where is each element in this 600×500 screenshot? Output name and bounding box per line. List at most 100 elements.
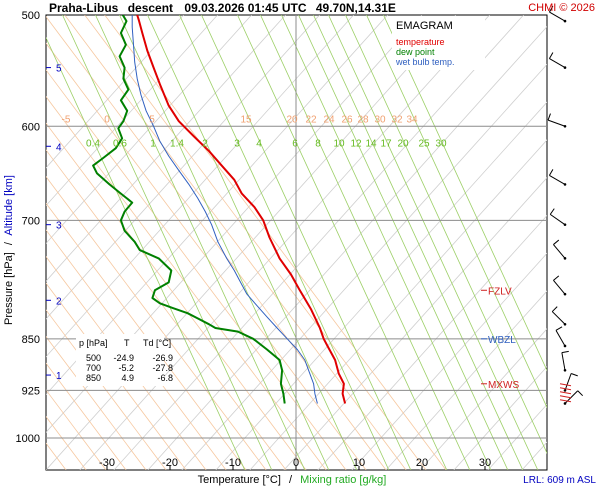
mixing-ratio-label: 2 xyxy=(202,138,208,149)
moist-adiabat xyxy=(46,96,327,470)
moist-adiabat xyxy=(46,282,187,470)
table-header-t: T xyxy=(124,338,130,348)
adiabat-label: 5 xyxy=(149,114,155,125)
adiabat-label: -5 xyxy=(62,114,71,125)
dry-adiabat xyxy=(453,366,547,470)
mixing-ratio-line xyxy=(95,15,306,470)
table-header-td: Td [°C] xyxy=(143,338,171,348)
series-wet-bulb-temp xyxy=(131,15,318,404)
adiabat-label: 15 xyxy=(240,114,252,125)
wind-barb xyxy=(548,5,567,23)
dry-adiabat xyxy=(46,15,388,396)
mixing-ratio-line xyxy=(383,15,547,372)
adiabat-label: 26 xyxy=(341,114,353,125)
legend-temperature: temperature xyxy=(396,37,445,47)
adiabat-label: 20 xyxy=(286,114,298,125)
adiabat-label: 22 xyxy=(305,114,317,125)
moist-adiabat xyxy=(46,42,367,470)
mixing-ratio-label: 8 xyxy=(315,138,321,149)
lrl-label: LRL: 609 m ASL xyxy=(523,475,596,486)
moist-adiabat xyxy=(46,16,387,470)
dry-adiabat xyxy=(46,15,422,433)
moist-adiabat xyxy=(46,309,167,470)
mixing-ratio-line xyxy=(298,15,509,470)
moist-adiabat xyxy=(46,362,127,470)
mixing-ratio-line xyxy=(345,15,547,455)
dry-adiabat xyxy=(181,63,547,470)
moist-adiabat xyxy=(46,229,227,470)
level-marker-fzlv: FZLV xyxy=(488,286,512,297)
dry-adiabat xyxy=(46,15,456,470)
svg-text:Praha-Libus descent 09: Praha-Libus descent 09.03.2026 01:45 UTC… xyxy=(49,1,396,15)
data-table: p [hPa] T Td [°C] 500 -24.9 -26.9 700 -5… xyxy=(79,338,173,383)
mixing-ratio-label: 3 xyxy=(234,138,240,149)
dry-adiabat xyxy=(283,177,547,470)
mixing-ratio-line xyxy=(62,15,273,470)
moist-adiabat xyxy=(46,336,147,470)
mixing-ratio-label: 17 xyxy=(380,138,392,149)
svg-text:Temperature [°C] / Mix: Temperature [°C] / Mixing ratio [g/kg] xyxy=(198,474,387,486)
background-lines xyxy=(46,15,600,470)
table-cell: 500 xyxy=(86,353,101,363)
x-axis-title-temperature: Temperature [°C] xyxy=(198,474,281,486)
moist-adiabat xyxy=(46,389,107,470)
x-tick-label: 0 xyxy=(293,457,299,469)
x-tick-label: -30 xyxy=(99,457,115,469)
wind-barb xyxy=(548,169,567,186)
altitude-tick-label: 5 xyxy=(56,64,62,75)
series-temperature xyxy=(136,15,347,404)
moist-adiabat xyxy=(46,202,247,470)
gridlines xyxy=(46,15,547,470)
table-cell: -5.2 xyxy=(118,363,134,373)
series-dew-point xyxy=(92,15,286,404)
max-wind-barbs xyxy=(559,383,572,403)
altitude-tick-label: 4 xyxy=(56,142,62,153)
adiabat-label: 28 xyxy=(357,114,369,125)
dry-adiabat xyxy=(147,26,547,470)
dry-adiabat xyxy=(46,15,286,282)
wind-barb xyxy=(553,275,567,296)
x-axis-title-mixing-ratio: Mixing ratio [g/kg] xyxy=(300,474,386,486)
wind-barb xyxy=(555,326,567,348)
mixing-ratio-line xyxy=(328,15,539,470)
mixing-ratio-label: 12 xyxy=(350,138,362,149)
x-tick-label: 10 xyxy=(353,457,365,469)
pressure-tick-label: 850 xyxy=(22,334,40,346)
wind-barb xyxy=(553,239,567,260)
wind-barbs xyxy=(547,5,584,405)
datetime: 09.03.2026 01:45 UTC xyxy=(184,1,306,15)
mixing-ratio-line xyxy=(260,15,471,470)
mixing-ratio-label: 25 xyxy=(418,138,430,149)
x-tick-label: 30 xyxy=(479,457,491,469)
data-table-bg xyxy=(76,334,164,386)
mixing-ratio-line xyxy=(201,15,412,470)
mixing-ratio-line xyxy=(119,15,330,470)
mixing-ratio-line xyxy=(147,15,358,470)
pressure-tick-label: 700 xyxy=(22,215,40,227)
legend-box xyxy=(392,16,485,70)
dry-adiabat xyxy=(46,15,320,320)
mixing-ratio-label: 20 xyxy=(397,138,409,149)
pressure-tick-label: 1000 xyxy=(16,433,40,445)
moist-adiabat xyxy=(46,176,267,470)
adiabat-label: 24 xyxy=(323,114,335,125)
dry-adiabat xyxy=(590,15,600,470)
x-tick-label: 20 xyxy=(416,457,428,469)
y-axis-separator: / xyxy=(3,241,15,245)
table-cell: -6.8 xyxy=(157,373,173,383)
mixing-ratio-label: 0.4 xyxy=(86,138,100,149)
moist-adiabat xyxy=(46,256,207,470)
adiabat-label: 0 xyxy=(104,114,110,125)
coordinates: 49.70N,14.31E xyxy=(316,1,396,15)
moist-adiabat xyxy=(46,149,287,470)
altitude-tick-label: 3 xyxy=(56,221,62,232)
table-cell: -27.8 xyxy=(152,363,173,373)
mixing-ratio-label: 10 xyxy=(333,138,345,149)
table-cell: 4.9 xyxy=(121,373,134,383)
wind-barb xyxy=(548,52,567,69)
adiabat-label: 30 xyxy=(374,114,386,125)
mixing-ratio-line xyxy=(46,36,246,470)
dry-adiabat xyxy=(317,214,547,470)
